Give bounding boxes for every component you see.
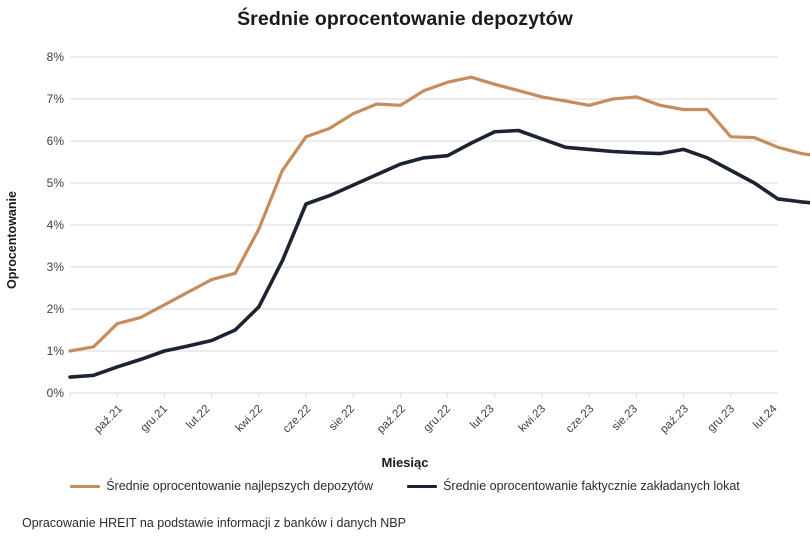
chart-legend: Średnie oprocentowanie najlepszych depoz… bbox=[0, 479, 810, 493]
y-axis-tick-label: 8% bbox=[46, 50, 64, 64]
y-axis-tick-label: 6% bbox=[46, 134, 64, 148]
y-axis-tick-label: 4% bbox=[46, 218, 64, 232]
legend-label: Średnie oprocentowanie faktycznie zakład… bbox=[443, 479, 740, 493]
legend-color-swatch bbox=[407, 484, 438, 488]
series-line bbox=[68, 75, 810, 353]
y-axis-tick-label: 3% bbox=[46, 260, 64, 274]
y-axis-tick-label: 5% bbox=[46, 176, 64, 190]
x-axis-title: Miesiąc bbox=[381, 455, 429, 470]
legend-item[interactable]: Średnie oprocentowanie faktycznie zakład… bbox=[407, 479, 740, 493]
y-axis-tick-label: 2% bbox=[46, 302, 64, 316]
chart-title: Średnie oprocentowanie depozytów bbox=[237, 8, 573, 30]
legend-item[interactable]: Średnie oprocentowanie najlepszych depoz… bbox=[70, 479, 373, 493]
y-axis-tick-label: 7% bbox=[46, 92, 64, 106]
chart-footnote: Opracowanie HREIT na podstawie informacj… bbox=[22, 516, 406, 530]
series-line bbox=[68, 128, 810, 379]
legend-label: Średnie oprocentowanie najlepszych depoz… bbox=[106, 479, 374, 493]
y-axis-tick-label: 0% bbox=[46, 386, 64, 400]
legend-color-swatch bbox=[70, 484, 101, 488]
y-axis-tick-labels: 8% 7% 6% 5% 4% 3% 2% 1% 0% bbox=[18, 0, 64, 546]
y-axis-tick-label: 1% bbox=[46, 344, 64, 358]
